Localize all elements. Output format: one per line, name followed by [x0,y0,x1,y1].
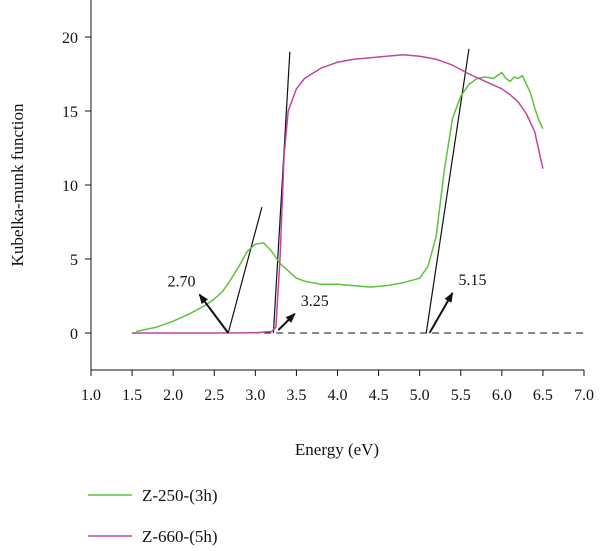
series-lines [136,54,544,334]
x-ticks: 1.0 1.5 2.0 2.5 3.0 3.5 4.0 4.5 5.0 5.5 6.0 6.5 7.0 [81,370,594,404]
y-tick-label: 20 [62,30,78,47]
annotation-arrow [277,313,296,331]
annotation-label: 3.25 [301,293,329,310]
y-ticks: 0 5 10 15 20 [62,30,91,343]
legend: Z-250-(3h) Z-660-(5h) [88,486,218,546]
x-tick-label: 1.0 [81,387,101,404]
x-tick-label: 4.0 [328,387,348,404]
x-tick-label: 5.0 [410,387,430,404]
y-tick-label: 15 [62,104,78,121]
tangent-lines [227,48,470,334]
y-axis-label: Kubelka-munk function [8,103,27,266]
x-tick-label: 6.0 [492,387,512,404]
legend-entry: Z-660-(5h) [142,527,218,546]
plot-area: 1.0 1.5 2.0 2.5 3.0 3.5 4.0 4.5 5.0 5.5 6.0 6.5 7.0 … [62,0,594,404]
x-tick-label: 5.5 [451,387,471,404]
x-tick-label: 3.5 [286,387,306,404]
x-axis-label: Energy (eV) [295,440,379,459]
y-tick-label: 10 [62,178,78,195]
band-gap-annotations: 2.70 3.25 5.15 [167,272,487,334]
x-tick-label: 3.0 [245,387,265,404]
x-tick-label: 7.0 [574,387,594,404]
y-tick-label: 0 [70,326,78,343]
series-line [136,54,544,334]
tangent-line [227,207,263,334]
x-tick-label: 2.0 [163,387,183,404]
annotation-arrow [198,293,230,334]
annotation-label: 2.70 [167,274,195,291]
x-tick-label: 2.5 [204,387,224,404]
series-line [136,71,544,333]
tangent-line [272,51,291,334]
legend-entry: Z-250-(3h) [142,486,218,505]
x-tick-label: 1.5 [122,387,142,404]
x-tick-label: 4.5 [369,387,389,404]
annotation-arrow [428,292,454,334]
annotation-label: 5.15 [459,272,487,289]
y-tick-label: 5 [70,252,78,269]
x-tick-label: 6.5 [533,387,553,404]
tangent-line [425,48,470,334]
